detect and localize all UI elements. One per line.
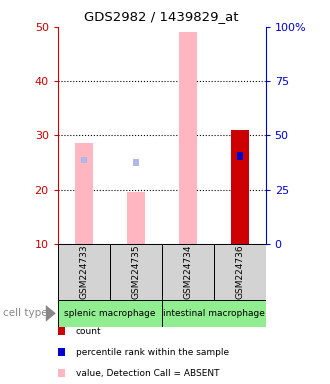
Bar bbox=[179, 32, 197, 244]
Title: GDS2982 / 1439829_at: GDS2982 / 1439829_at bbox=[84, 10, 239, 23]
Text: count: count bbox=[76, 326, 102, 336]
Polygon shape bbox=[46, 305, 56, 322]
Bar bbox=[237, 152, 243, 160]
Bar bbox=[58, 300, 162, 327]
Text: cell type: cell type bbox=[3, 308, 48, 318]
Text: splenic macrophage: splenic macrophage bbox=[64, 309, 155, 318]
Bar bbox=[81, 157, 87, 163]
Text: percentile rank within the sample: percentile rank within the sample bbox=[76, 348, 229, 357]
Bar bbox=[231, 141, 249, 244]
Bar bbox=[110, 244, 162, 300]
Text: GSM224733: GSM224733 bbox=[79, 244, 88, 299]
Bar bbox=[133, 159, 139, 166]
Bar bbox=[75, 144, 93, 244]
Text: value, Detection Call = ABSENT: value, Detection Call = ABSENT bbox=[76, 369, 219, 378]
Bar bbox=[231, 130, 249, 244]
Bar bbox=[214, 244, 266, 300]
Bar bbox=[162, 300, 266, 327]
Bar bbox=[162, 244, 214, 300]
Text: GSM224736: GSM224736 bbox=[235, 244, 244, 299]
Text: intestinal macrophage: intestinal macrophage bbox=[163, 309, 265, 318]
Bar bbox=[237, 154, 243, 160]
Text: GSM224734: GSM224734 bbox=[183, 245, 192, 299]
Text: GSM224735: GSM224735 bbox=[131, 244, 140, 299]
Bar bbox=[127, 192, 145, 244]
Bar bbox=[58, 244, 110, 300]
